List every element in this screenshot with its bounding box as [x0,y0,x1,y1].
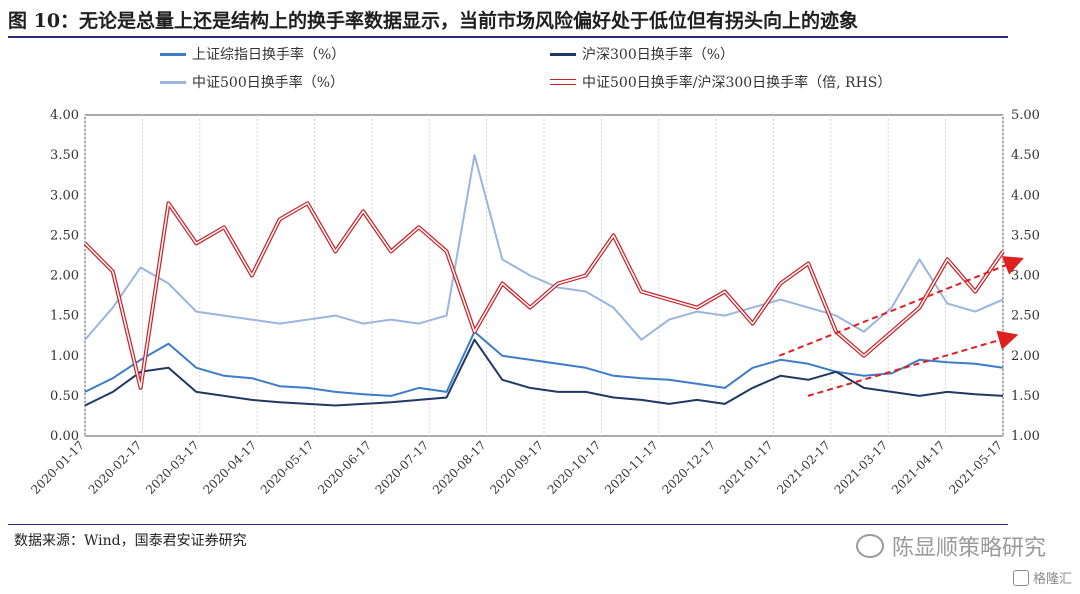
wechat-icon [855,534,884,558]
title-divider [8,36,1008,38]
legend-label-sh: 上证综指日换手率（%） [192,47,346,63]
y-left-tick-label: 3.00 [50,188,79,203]
gelonghui-icon [1012,569,1029,586]
y-left-tick-label: 1.50 [50,309,79,324]
series-line-ratio-inner [84,202,1004,389]
x-tick-label: 2020-12-17 [659,438,718,497]
legend-sh: 上证综指日换手率（%） [160,44,345,64]
legend-swatch-zz500 [160,80,186,84]
legend-swatch-ratio [550,79,576,85]
x-tick-label: 2020-11-17 [602,438,661,497]
chart-title: 图 10：无论是总量上还是结构上的换手率数据显示，当前市场风险偏好处于低位但有拐… [8,10,859,32]
x-tick-label: 2021-05-17 [946,438,1005,497]
gelonghui-text: 格隆汇 [1032,572,1072,587]
y-left-tick-label: 3.50 [50,148,79,163]
y-left-tick-label: 0.00 [50,429,79,444]
watermark-text: 陈显顺策略研究 [891,536,1046,561]
y-left-tick-label: 4.00 [50,108,79,123]
legend-hs300: 沪深300日换手率（%） [550,44,734,64]
footer-divider [8,524,1008,525]
x-tick-label: 2021-02-17 [774,438,833,497]
y-left-tick-label: 1.00 [50,349,79,364]
x-tick-label: 2020-02-17 [86,438,145,497]
legend-zz500: 中证500日换手率（%） [160,72,344,92]
legend-label-ratio: 中证500日换手率/沪深300日换手率（倍, RHS） [582,75,892,91]
trend-arrow [778,256,1024,357]
x-tick-label: 2021-01-17 [717,438,776,497]
y-right-tick-label: 2.00 [1011,349,1040,364]
trend-arrow [807,330,1019,397]
x-tick-label: 2021-04-17 [889,438,948,497]
x-tick-label: 2020-09-17 [487,438,546,497]
y-right-tick-label: 3.00 [1011,269,1040,284]
y-right-tick-label: 4.00 [1011,188,1040,203]
x-tick-label: 2020-07-17 [373,438,432,497]
watermark: 陈显顺策略研究 [855,530,1046,562]
x-tick-label: 2020-03-17 [143,438,202,497]
legend-swatch-hs300 [550,52,576,56]
legend-label-zz500: 中证500日换手率（%） [192,75,345,91]
x-tick-label: 2020-01-17 [28,438,87,497]
y-right-tick-label: 3.50 [1011,228,1040,243]
y-right-tick-label: 5.00 [1011,108,1040,123]
x-tick-label: 2020-04-17 [200,438,259,497]
y-left-tick-label: 0.50 [50,389,79,404]
legend-swatch-sh [160,52,186,56]
series-line-2 [84,154,1004,341]
legend-label-hs300: 沪深300日换手率（%） [582,47,735,63]
x-tick-label: 2020-05-17 [258,438,317,497]
data-source: 数据来源：Wind，国泰君安证券研究 [14,533,247,549]
y-right-tick-label: 1.50 [1011,389,1040,404]
x-tick-label: 2020-08-17 [430,438,489,497]
y-left-tick-label: 2.00 [50,269,79,284]
legend-ratio: 中证500日换手率/沪深300日换手率（倍, RHS） [550,72,891,92]
gelonghui-mark: 格隆汇 [1012,568,1072,587]
y-left-tick-label: 2.50 [50,228,79,243]
turnover-chart: 2020-01-172020-02-172020-03-172020-04-17… [28,108,1040,497]
x-tick-label: 2020-10-17 [545,438,604,497]
series-line-0 [84,330,1004,397]
series-line-1 [84,338,1004,407]
y-right-tick-label: 2.50 [1011,309,1040,324]
y-right-tick-label: 4.50 [1011,148,1040,163]
x-tick-label: 2021-03-17 [832,438,891,497]
x-tick-label: 2020-06-17 [315,438,374,497]
y-right-tick-label: 1.00 [1011,429,1040,444]
